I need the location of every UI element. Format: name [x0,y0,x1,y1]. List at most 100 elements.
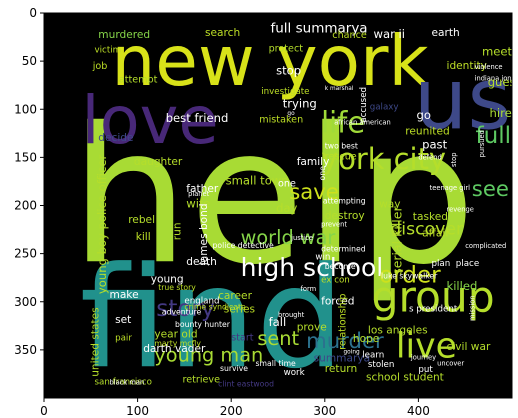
cloud-word-vertical: united states [89,307,101,377]
cloud-word: marty mcfly [154,339,201,348]
y-tick-label: 100 [14,102,37,116]
cloud-word: guest [488,75,518,89]
y-axis: 0 50 100 150 200 250 300 350 [14,6,44,357]
cloud-word: job [92,61,108,72]
y-tick-label: 150 [14,150,37,164]
cloud-word: attempting [323,197,366,206]
cloud-word: reunited [405,125,449,137]
cloud-word: retrieve [183,375,221,386]
x-tick-label: 0 [40,404,48,418]
cloud-word: young [151,274,184,286]
cloud-word: search [205,27,240,39]
cloud-word: hope [353,333,379,345]
cloud-word: discover [390,219,464,239]
x-axis: 0 100 200 300 400 [40,398,430,418]
cloud-word: complicated [465,242,506,250]
cloud-word: start [231,332,254,343]
cloud-word: stop [276,64,301,78]
cloud-word: best friend [166,111,229,125]
cloud-word: indiana jones [475,74,518,82]
cloud-word: small time [256,359,297,368]
cloud-word: full [476,123,512,149]
cloud-word: new york [111,22,428,102]
cloud-word: journey [410,354,436,362]
cloud-word: year old [154,328,197,340]
cloud-word: career [218,290,252,302]
cloud-word: live [396,327,457,367]
cloud-word: save [289,179,339,204]
cloud-word: identity [447,60,487,72]
cloud-word: prevent [321,221,347,229]
x-tick-label: 200 [220,404,243,418]
cloud-word: planet [188,190,210,198]
cloud-word: earth [432,27,460,39]
cloud-word-vertical: one [318,166,327,181]
cloud-word: win [315,252,330,262]
cloud-word: wife [186,196,210,210]
cloud-word: set [115,314,131,326]
cloud-word: murdered [98,29,150,41]
cloud-word: daughter [134,156,183,168]
cloud-word: us [414,50,512,149]
cloud-word: two best [325,142,358,151]
cloud-word: bounty hunter [175,320,231,329]
cloud-word-vertical: pursued [478,130,486,157]
cloud-word: determined [321,245,366,254]
cloud-word: day [276,201,297,215]
cloud-word: police detective [213,241,275,250]
cloud-word: make [110,289,139,301]
cloud-word: affair [422,227,450,239]
y-tick-label: 300 [14,295,37,309]
cloud-word-vertical: mission [469,295,477,321]
cloud-word: place [456,259,479,269]
cloud-word: story [156,296,214,322]
cloud-word: order [379,263,441,289]
cloud-word: help [70,88,476,306]
cloud-word-vertical: young boy police officer [95,155,109,295]
cloud-word: ex con [321,276,350,286]
cloud-word: teenage girl [430,184,471,192]
cloud-word: series [224,303,255,315]
cloud-word: justice [290,234,313,242]
x-tick-label: 300 [313,404,336,418]
cloud-word: one [278,178,296,189]
cloud-word: hired [490,106,518,120]
cloud-word: darth vader [143,343,206,355]
cloud-word-vertical: run [172,222,184,240]
y-tick-label: 200 [14,199,37,213]
y-tick-label: 250 [14,247,37,261]
cloud-word: death [186,256,217,268]
cloud-word: group [372,272,495,321]
cloud-word: rebel [128,214,155,226]
cloud-word: galaxy [370,102,399,112]
cloud-word: protect [269,44,304,55]
cloud-word: life [321,105,365,139]
cloud-word: adventure [162,307,202,316]
cloud-word: young man [154,343,263,366]
cloud-word-vertical: relationship [337,293,348,349]
cloud-word: world war [241,226,336,249]
cloud-word: past [422,138,448,152]
y-tick-label: 350 [14,343,37,357]
cloud-word: investigate [261,87,309,97]
x-tick-label: 100 [126,404,149,418]
cloud-word: go [287,111,295,117]
cloud-word: prove [297,322,327,334]
cloud-word: pair [115,333,132,343]
cloud-word-vertical: james bond [198,203,210,266]
cloud-word: crime syndicate [184,302,246,311]
cloud-word: work [284,368,305,378]
cloud-word: york city [321,142,446,176]
cloud-word: true story [158,283,196,292]
cloud-word: african american [334,119,391,127]
cloud-word: los angeles [368,325,428,337]
cloud-word: killed [447,279,478,293]
cloud-word: stolen [368,360,395,370]
cloud-word: full summarya [271,20,368,36]
cloud-word: destroy [325,210,365,222]
cloud-word: high school [241,253,384,282]
cloud-word: civil war [447,341,491,353]
cloud-word: murder [306,328,384,353]
cloud-word: chance [332,30,367,41]
